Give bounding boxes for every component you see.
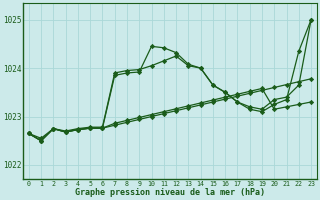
X-axis label: Graphe pression niveau de la mer (hPa): Graphe pression niveau de la mer (hPa) bbox=[75, 188, 265, 197]
